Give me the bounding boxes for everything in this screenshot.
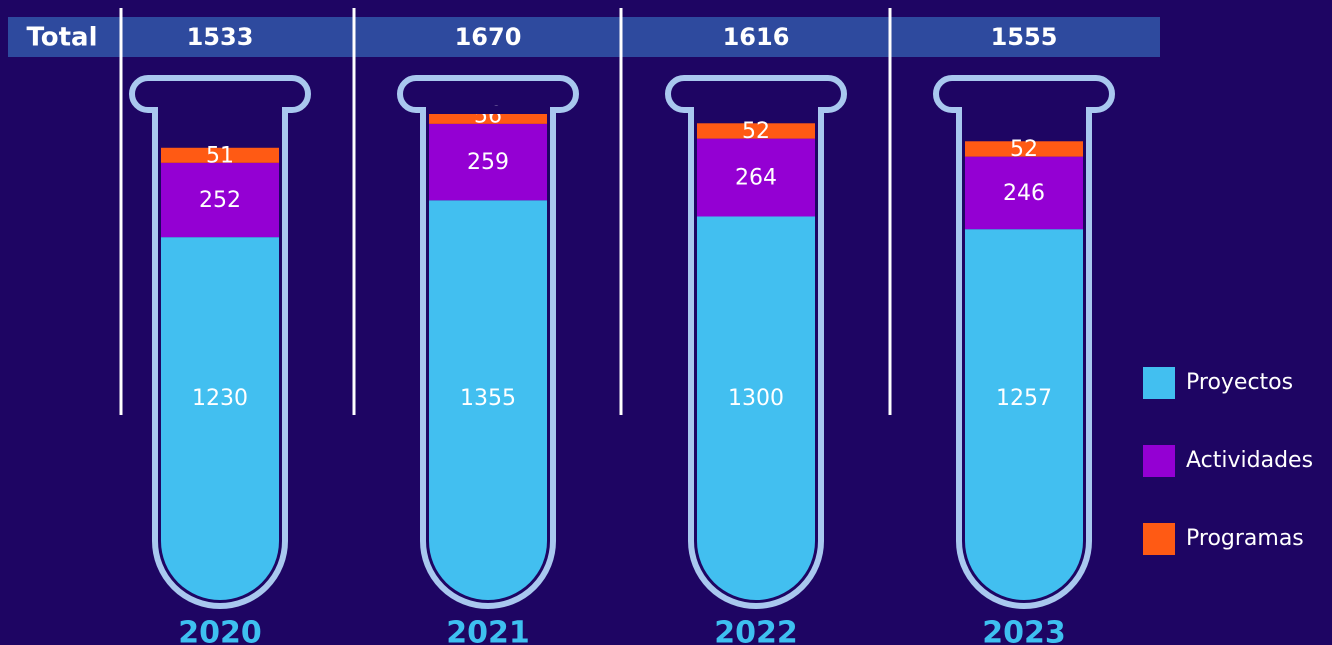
legend-label: Programas — [1186, 526, 1304, 551]
year-label: 2020 — [178, 616, 262, 645]
total-band — [8, 17, 1160, 57]
value-label: 1230 — [192, 386, 248, 411]
segment — [161, 237, 279, 600]
segment — [965, 156, 1083, 230]
lip-opening — [426, 106, 550, 114]
segment — [697, 138, 815, 217]
tube-outline — [688, 108, 824, 609]
value-label: 51 — [206, 143, 234, 168]
legend-label: Actividades — [1186, 448, 1313, 473]
value-label: 1355 — [460, 386, 516, 411]
segment — [965, 229, 1083, 600]
value-label: 264 — [735, 166, 777, 191]
segment — [161, 162, 279, 238]
value-label: 1300 — [728, 386, 784, 411]
total-value: 1555 — [991, 23, 1058, 51]
lip-opening — [694, 106, 818, 114]
value-label: 1257 — [996, 386, 1052, 411]
segment — [697, 216, 815, 600]
value-label: 252 — [199, 188, 241, 213]
total-value: 1533 — [187, 23, 254, 51]
lip-opening — [158, 106, 282, 114]
year-label: 2023 — [982, 616, 1066, 645]
tube-outline — [152, 108, 288, 609]
tube-outline — [956, 108, 1092, 609]
value-label: 246 — [1003, 181, 1045, 206]
tube-outline — [420, 108, 556, 609]
segment — [161, 147, 279, 163]
segment — [965, 141, 1083, 157]
legend-label: Proyectos — [1186, 370, 1293, 395]
legend-swatch — [1143, 523, 1175, 555]
value-label: 52 — [1010, 137, 1038, 162]
segment — [697, 123, 815, 139]
segment — [429, 123, 547, 201]
segment — [429, 200, 547, 600]
lip-opening — [962, 106, 1086, 114]
total-label: Total — [26, 23, 97, 53]
total-value: 1670 — [455, 23, 522, 51]
year-label: 2022 — [714, 616, 798, 645]
value-label: 52 — [742, 119, 770, 144]
legend-swatch — [1143, 445, 1175, 477]
legend-swatch — [1143, 367, 1175, 399]
value-label: 259 — [467, 150, 509, 175]
year-label: 2021 — [446, 616, 530, 645]
total-value: 1616 — [723, 23, 790, 51]
